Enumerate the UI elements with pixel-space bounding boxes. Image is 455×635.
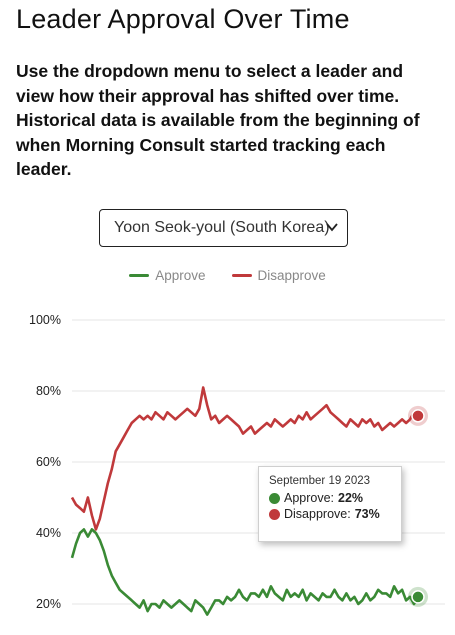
legend-label-disapprove: Disapprove: [257, 268, 326, 283]
tooltip-approve-dot: [269, 492, 280, 504]
y-axis-ticks: 20% 40% 60% 80% 100%: [29, 313, 61, 611]
y-tick-label: 20%: [36, 597, 61, 611]
tooltip-approve-label: Approve:: [284, 491, 335, 505]
endpoint-marker-approve[interactable]: [411, 590, 425, 604]
y-tick-label: 80%: [36, 384, 61, 398]
series-line-approve: [70, 528, 420, 616]
chart-tooltip: September 19 2023 Approve: 22% Disapprov…: [258, 466, 402, 542]
tooltip-disapprove-label: Disapprove:: [284, 507, 351, 521]
page-title: Leader Approval Over Time: [16, 4, 350, 34]
leader-select[interactable]: Yoon Seok-youl (South Korea): [99, 209, 348, 247]
chevron-down-icon: [326, 223, 338, 232]
legend-label-approve: Approve: [155, 268, 206, 283]
series-line-disapprove: [70, 386, 419, 531]
leader-select-value: Yoon Seok-youl (South Korea): [114, 219, 330, 236]
tooltip-disapprove-row: Disapprove: 73%: [269, 507, 391, 521]
legend-swatch-approve: [129, 274, 150, 277]
y-tick-label: 60%: [36, 455, 61, 469]
tooltip-date: September 19 2023: [269, 475, 371, 487]
tooltip-approve-value: 22%: [338, 491, 364, 505]
y-tick-label: 40%: [36, 526, 61, 540]
endpoint-marker-disapprove[interactable]: [411, 409, 425, 423]
chart-legend: Approve Disapprove: [0, 268, 455, 283]
chart-series: [70, 386, 420, 616]
legend-item-disapprove[interactable]: Disapprove: [231, 268, 326, 283]
tooltip-disapprove-dot: [269, 508, 280, 520]
tooltip-approve-row: Approve: 22%: [269, 491, 391, 505]
tooltip-disapprove-value: 73%: [354, 507, 380, 521]
page-description: Use the dropdown menu to select a leader…: [16, 61, 420, 179]
chart-gridlines: [72, 319, 445, 605]
legend-swatch-disapprove: [231, 274, 252, 277]
legend-item-approve[interactable]: Approve: [129, 268, 206, 283]
y-tick-label: 100%: [29, 313, 61, 327]
approval-line-chart: 20% 40% 60% 80% 100%: [29, 313, 445, 616]
chart-endpoints[interactable]: [408, 405, 428, 607]
